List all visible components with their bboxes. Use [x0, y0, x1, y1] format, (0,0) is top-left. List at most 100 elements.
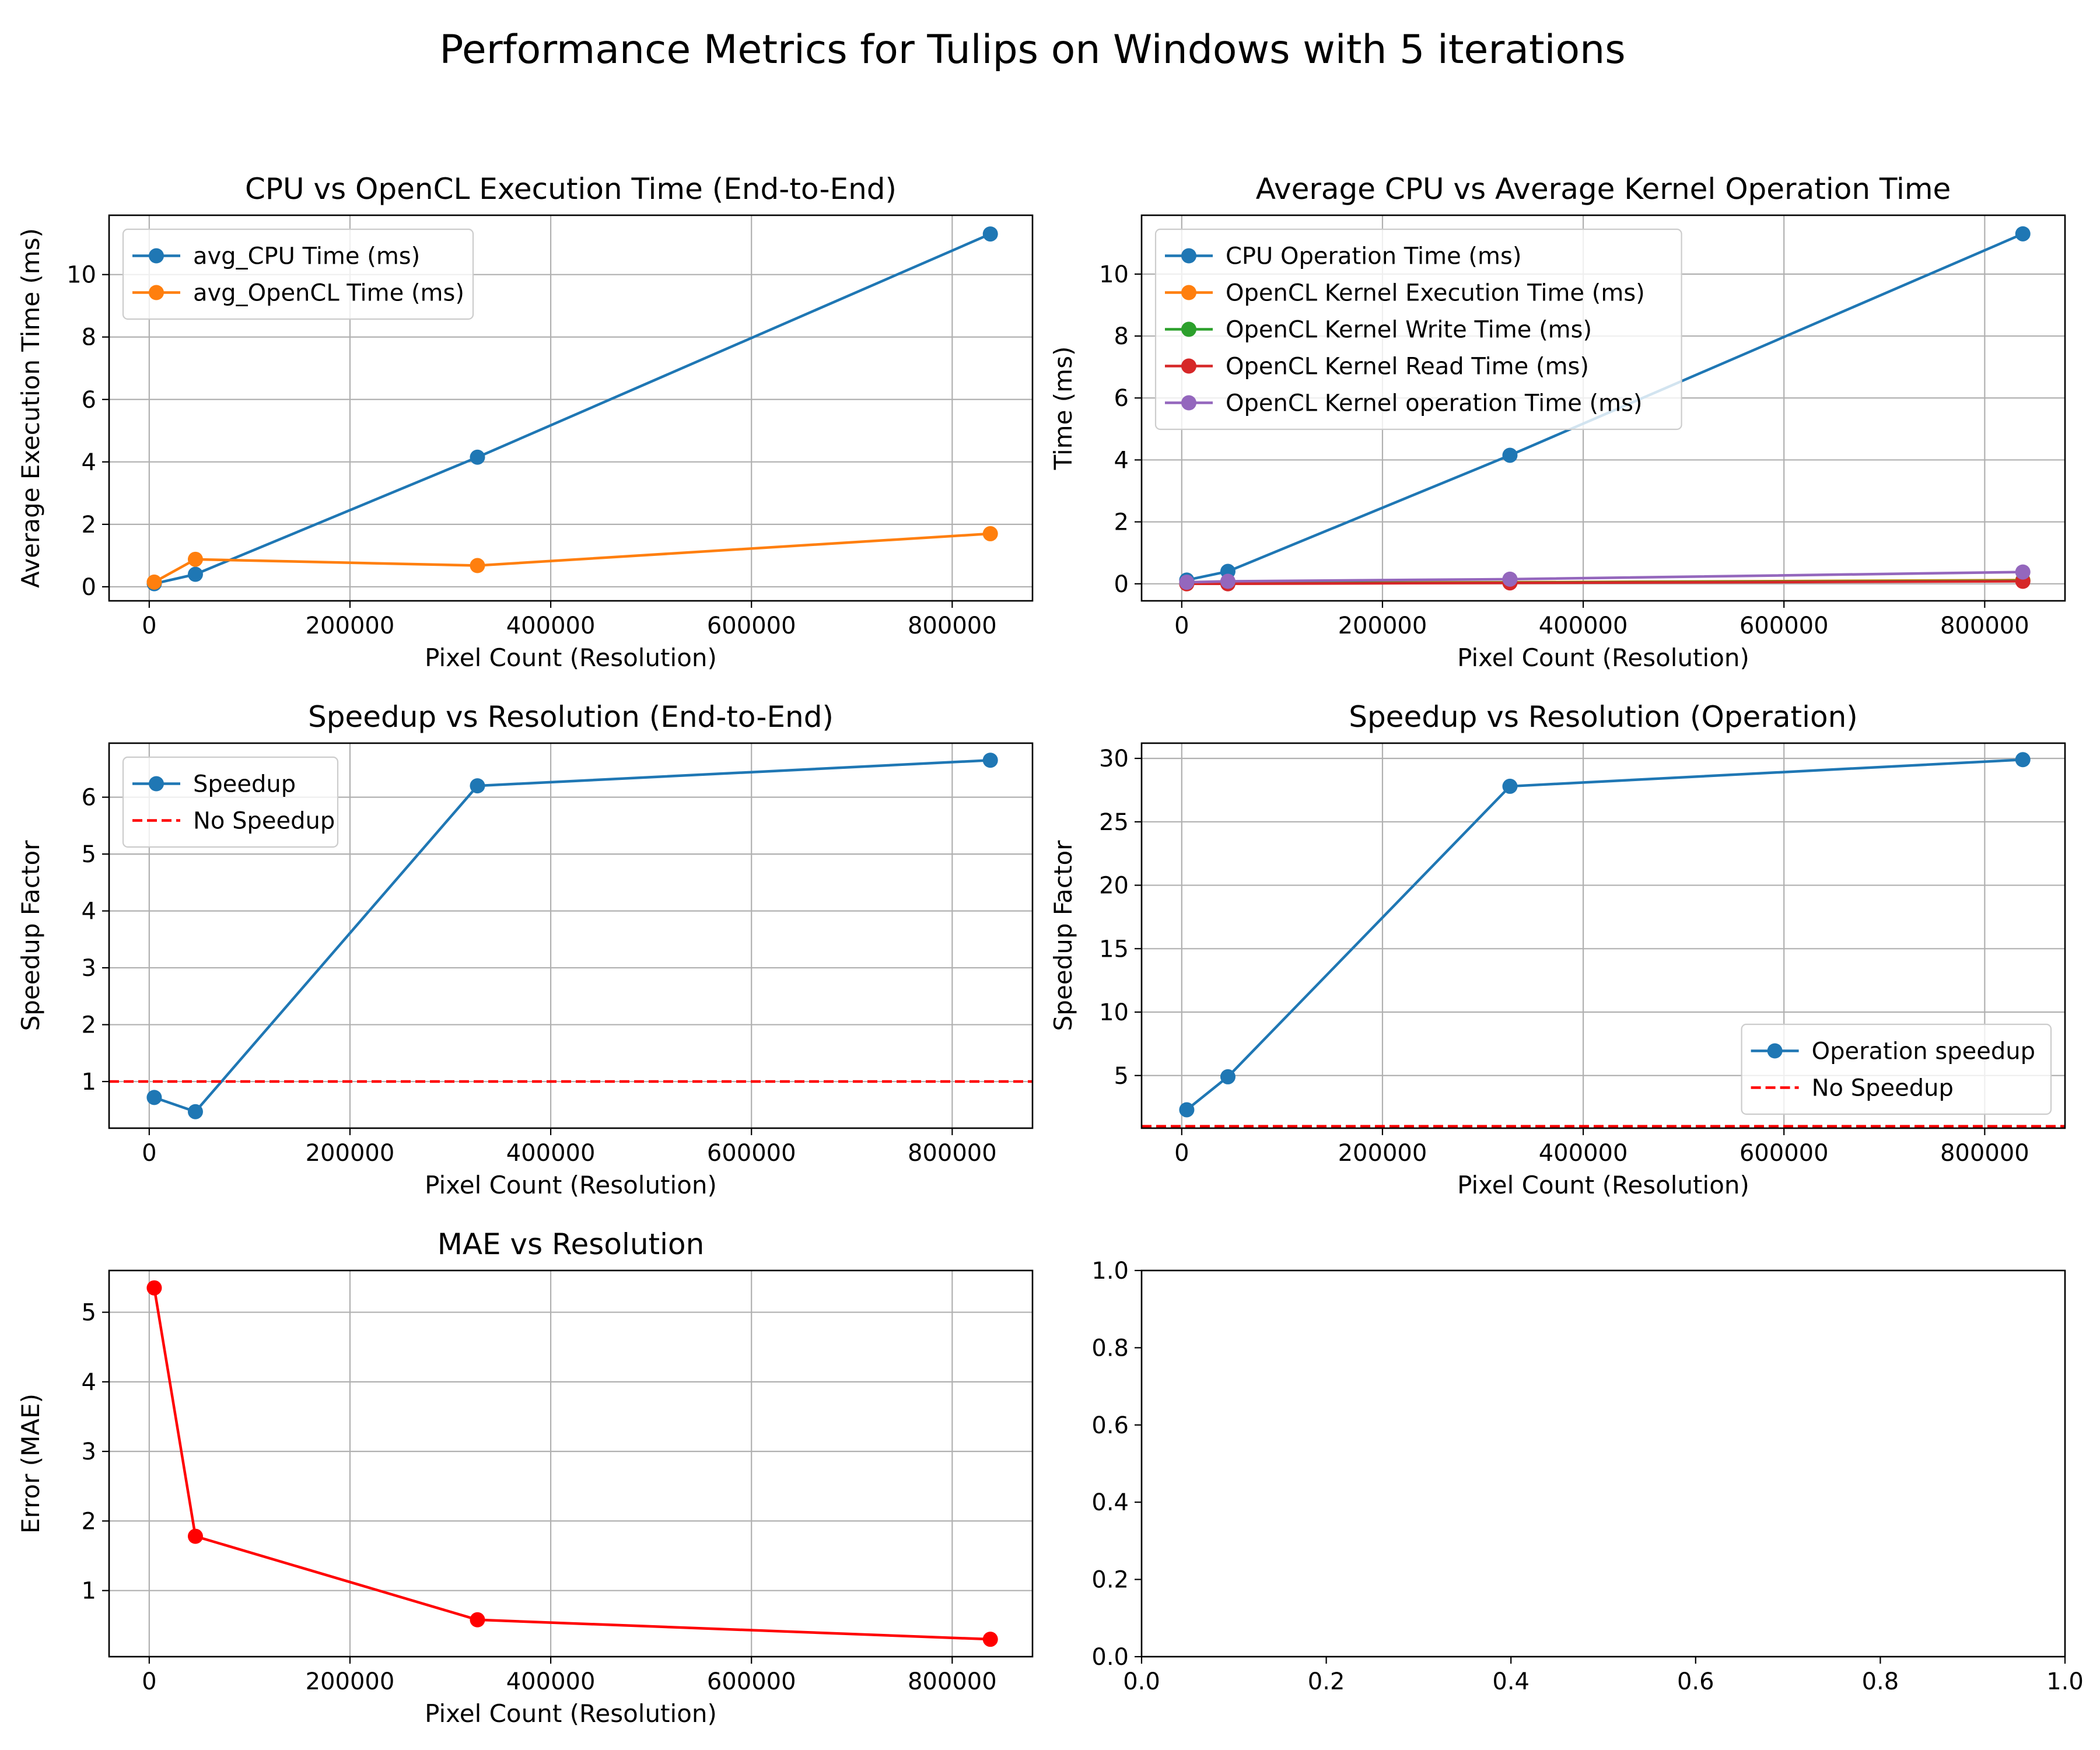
- y-tick-label: 4: [82, 1369, 96, 1396]
- plot-area: [109, 758, 1032, 1113]
- x-axis-label: Pixel Count (Resolution): [425, 1699, 717, 1728]
- y-tick-label: 4: [82, 898, 96, 925]
- data-point: [1502, 778, 1518, 794]
- plot-area: [1186, 232, 2024, 586]
- legend-label: avg_OpenCL Time (ms): [193, 280, 464, 307]
- panel-op-speedup: 0 200000 400000 600000 800000 5 10 15 20 25 30 Spee…: [1049, 700, 2066, 1199]
- y-tick-label: 15: [1099, 936, 1129, 963]
- y-tick-label: 0.0: [1091, 1644, 1129, 1671]
- legend-label: OpenCL Kernel Execution Time (ms): [1226, 280, 1645, 307]
- x-tick-label: 600000: [707, 1140, 796, 1167]
- y-axis-label: Speedup Factor: [1049, 840, 1077, 1031]
- legend-swatch-marker: [1181, 321, 1196, 337]
- panel-title: Speedup vs Resolution (Operation): [1349, 700, 1858, 734]
- panel-mae: 0 200000 400000 600000 800000 1 2 3 4 5 MAE vs Res…: [16, 1227, 1034, 1728]
- legend-label: OpenCL Kernel Write Time (ms): [1226, 317, 1592, 344]
- y-tick-label: 25: [1099, 809, 1129, 836]
- legend-label: avg_CPU Time (ms): [193, 243, 420, 270]
- legend: Speedup No Speedup: [122, 756, 339, 848]
- y-tick-label: 0.6: [1091, 1412, 1129, 1439]
- axes-frame: [1140, 742, 2066, 1129]
- legend-box: [122, 756, 339, 848]
- y-axis-label: Time (ms): [1049, 346, 1077, 471]
- panel-e2e-speedup: 0 200000 400000 600000 800000 1 2 3 4 5 6 Speedup v…: [16, 700, 1034, 1199]
- y-tick-label: 20: [1099, 873, 1129, 900]
- x-tick-label: 600000: [707, 612, 796, 639]
- x-axis-label: Pixel Count (Resolution): [1457, 1171, 1749, 1199]
- x-tick-label: 1.0: [2046, 1668, 2084, 1695]
- x-tick-label: 800000: [908, 612, 997, 639]
- legend: CPU Operation Time (ms) OpenCL Kernel Exe…: [1154, 228, 1682, 430]
- legend-label: No Speedup: [193, 808, 335, 835]
- x-tick-label: 0.0: [1123, 1668, 1160, 1695]
- y-axis-label: Speedup Factor: [16, 840, 45, 1031]
- y-tick-label: 2: [82, 512, 96, 538]
- series-line: [1186, 758, 2023, 1111]
- data-point: [1179, 1102, 1195, 1118]
- x-axis-label: Pixel Count (Resolution): [1457, 643, 1749, 672]
- axes-frame: [1140, 1269, 2066, 1658]
- legend-swatch-marker: [149, 285, 164, 300]
- data-point: [470, 558, 485, 573]
- x-tick-label: 0.4: [1492, 1668, 1530, 1695]
- series-line: [153, 1287, 991, 1641]
- y-tick-label: 2: [82, 1508, 96, 1535]
- y-tick-label: 8: [1114, 323, 1129, 350]
- legend-swatch-marker: [1181, 248, 1196, 264]
- data-point: [470, 778, 485, 794]
- panel-title: CPU vs OpenCL Execution Time (End-to-End…: [245, 172, 897, 206]
- x-tick-label: 0.6: [1677, 1668, 1714, 1695]
- y-tick-label: 10: [1099, 261, 1129, 288]
- legend-swatch-marker: [149, 776, 164, 792]
- y-tick-label: 6: [82, 785, 96, 811]
- x-tick-label: 600000: [1740, 612, 1829, 639]
- legend-swatch-marker: [149, 248, 164, 264]
- data-point: [2015, 564, 2031, 580]
- data-point: [982, 752, 998, 768]
- y-tick-label: 0: [1114, 571, 1129, 598]
- x-tick-label: 0: [142, 1668, 156, 1695]
- y-tick-label: 2: [82, 1012, 96, 1039]
- x-tick-label: 400000: [506, 1140, 596, 1167]
- axes-frame: [108, 214, 1034, 602]
- legend-box: [1741, 1023, 2052, 1115]
- x-tick-label: 400000: [506, 612, 596, 639]
- panel-empty: 0.0 0.2 0.4 0.6 0.8 1.0 0.0 0.2 0.4 0.6 0.8 1.0: [1091, 1258, 2083, 1695]
- y-tick-label: 8: [82, 324, 96, 351]
- x-tick-label: 0: [1174, 612, 1189, 639]
- y-tick-label: 0: [82, 574, 96, 601]
- legend-label: No Speedup: [1812, 1075, 1954, 1102]
- x-tick-label: 200000: [1338, 612, 1427, 639]
- x-tick-label: 0.8: [1862, 1668, 1899, 1695]
- data-point: [187, 1528, 203, 1544]
- legend-label: OpenCL Kernel Read Time (ms): [1226, 354, 1589, 380]
- y-tick-label: 0.4: [1091, 1489, 1129, 1516]
- y-tick-label: 10: [66, 262, 96, 289]
- data-point: [1179, 575, 1195, 590]
- x-tick-label: 600000: [707, 1668, 796, 1695]
- x-tick-label: 800000: [908, 1668, 997, 1695]
- data-point: [2015, 752, 2031, 768]
- axes-frame: [1140, 214, 2066, 602]
- legend: Operation speedup No Speedup: [1741, 1023, 2052, 1115]
- legend-swatch-marker: [1181, 285, 1196, 300]
- y-tick-label: 5: [82, 1300, 96, 1326]
- x-tick-label: 800000: [908, 1140, 997, 1167]
- y-tick-label: 1.0: [1091, 1258, 1129, 1284]
- x-tick-label: 0: [142, 1140, 156, 1167]
- data-point: [982, 226, 998, 242]
- data-point: [470, 1612, 485, 1628]
- data-point: [187, 566, 203, 582]
- y-tick-label: 30: [1099, 746, 1129, 772]
- legend: avg_CPU Time (ms) avg_OpenCL Time (ms): [122, 228, 474, 320]
- data-point: [2015, 226, 2031, 242]
- grid-lines: [1142, 743, 2065, 1128]
- y-tick-label: 0.2: [1091, 1567, 1129, 1594]
- legend-swatch-marker: [1767, 1043, 1783, 1059]
- series-line: [1186, 580, 2023, 586]
- data-point: [187, 1104, 203, 1119]
- y-tick-label: 4: [82, 449, 96, 476]
- figure-suptitle: Performance Metrics for Tulips on Window…: [439, 27, 1625, 73]
- y-tick-label: 3: [82, 955, 96, 982]
